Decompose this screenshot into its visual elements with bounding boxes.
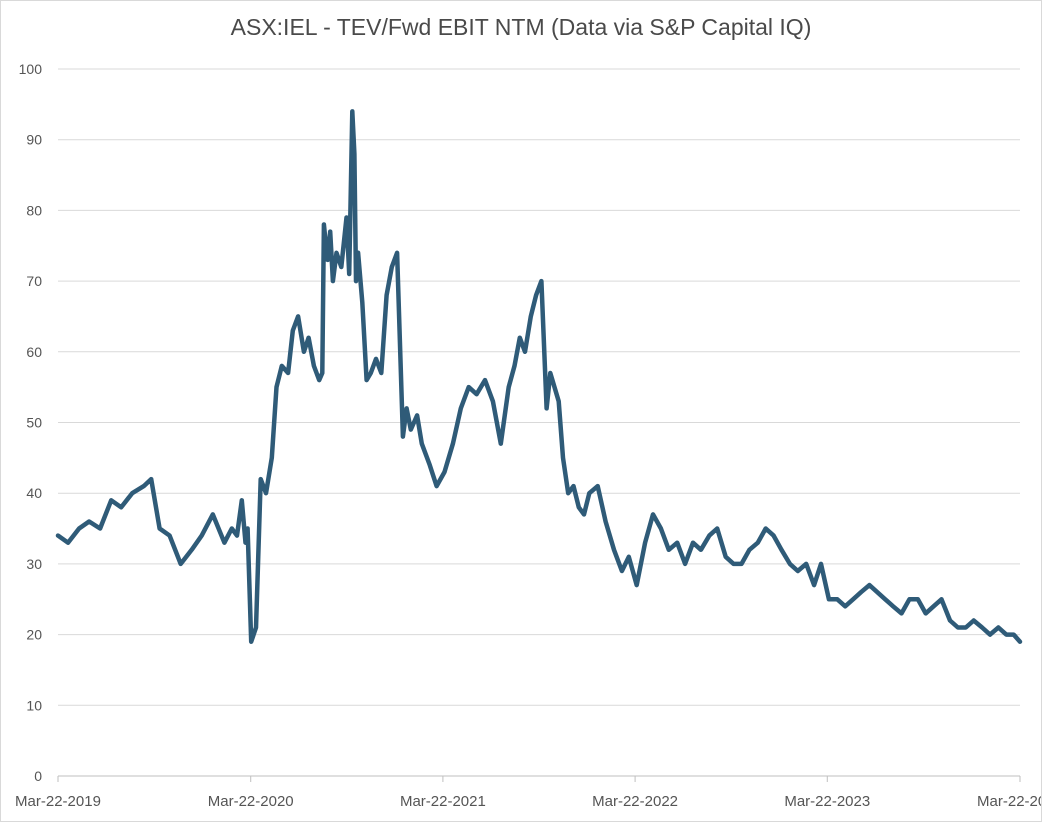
- y-tick-label: 90: [26, 132, 42, 148]
- y-tick-label: 60: [26, 344, 42, 360]
- series-layer: [55, 109, 1023, 644]
- y-tick-label: 40: [26, 485, 42, 501]
- x-tick-label: Mar-22-2019: [15, 793, 101, 810]
- series-line: [55, 109, 1023, 644]
- y-tick-label: 50: [26, 415, 42, 431]
- x-tick-label: Mar-22-2022: [592, 793, 678, 810]
- y-tick-label: 30: [26, 556, 42, 572]
- y-tick-label: 70: [26, 273, 42, 289]
- y-tick-label: 20: [26, 627, 42, 643]
- y-tick-label: 10: [26, 697, 42, 713]
- x-tick-label: Mar-22-2023: [784, 793, 870, 810]
- x-tick-label: Mar-22-2021: [400, 793, 486, 810]
- axes: 0 10 20 30 40 50 60 70 80 90 100 Mar-22-2019 Mar-22-…: [15, 61, 1042, 810]
- y-tick-label: 100: [19, 61, 43, 77]
- gridlines: [58, 68, 1020, 706]
- x-tick-label: Mar-22-2020: [208, 793, 294, 810]
- y-tick-label: 0: [34, 768, 42, 784]
- x-tick-label: Mar-22-2024: [977, 793, 1042, 810]
- y-tick-label: 80: [26, 202, 42, 218]
- chart-title: ASX:IEL - TEV/Fwd EBIT NTM (Data via S&P…: [230, 14, 812, 40]
